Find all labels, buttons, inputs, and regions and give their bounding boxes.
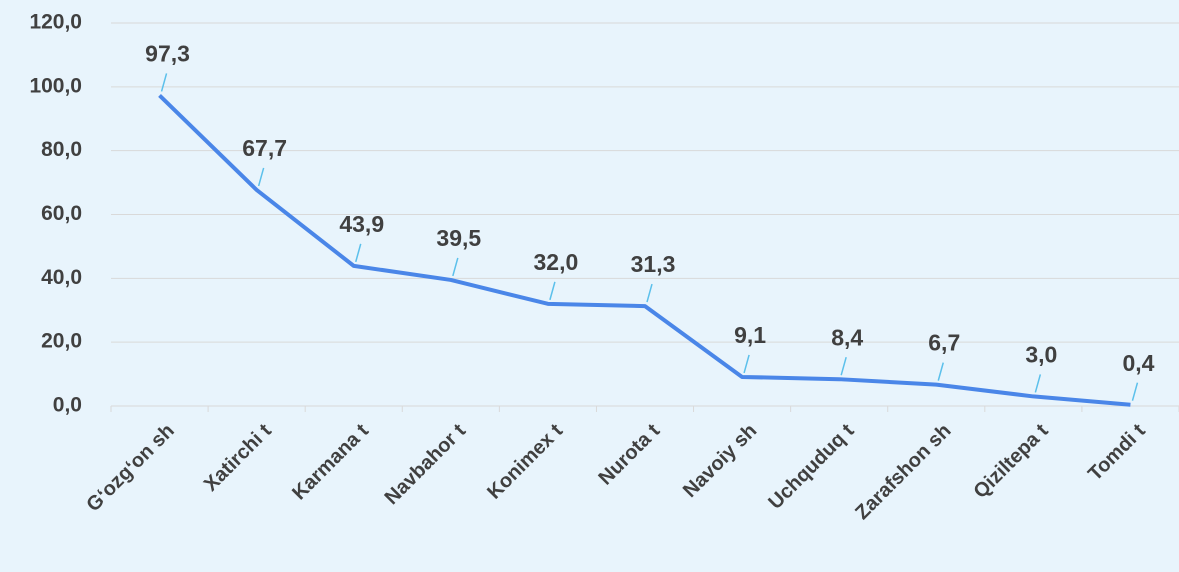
data-label: 43,9 — [339, 211, 384, 237]
leader-line — [937, 362, 944, 381]
leader-line — [1034, 374, 1042, 393]
leader-line — [743, 354, 750, 374]
data-label: 31,3 — [631, 251, 676, 277]
leader-line — [452, 257, 459, 277]
y-tick-label: 100,0 — [29, 74, 82, 97]
y-tick-label: 20,0 — [41, 330, 82, 353]
data-label: 9,1 — [734, 322, 766, 348]
leader-line — [840, 356, 847, 376]
leader-line — [1131, 382, 1139, 401]
y-tick-label: 60,0 — [41, 202, 82, 225]
leader-line — [355, 243, 362, 263]
data-label: 3,0 — [1025, 342, 1057, 368]
data-label: 39,5 — [436, 225, 481, 251]
data-label: 32,0 — [534, 249, 579, 275]
data-label: 6,7 — [928, 330, 960, 356]
data-label: 97,3 — [145, 41, 190, 67]
y-tick-label: 120,0 — [29, 11, 82, 34]
leader-line — [549, 281, 556, 301]
y-tick-label: 40,0 — [41, 266, 82, 289]
line — [158, 94, 1131, 407]
data-label: 8,4 — [831, 324, 863, 350]
data-label: 67,7 — [242, 135, 287, 161]
leader-line — [257, 167, 265, 187]
leader-line — [646, 283, 653, 303]
data-label: 0,4 — [1122, 350, 1154, 376]
y-tick-label: 80,0 — [41, 138, 82, 161]
y-tick-label: 0,0 — [53, 394, 82, 417]
leader-line — [160, 73, 168, 92]
